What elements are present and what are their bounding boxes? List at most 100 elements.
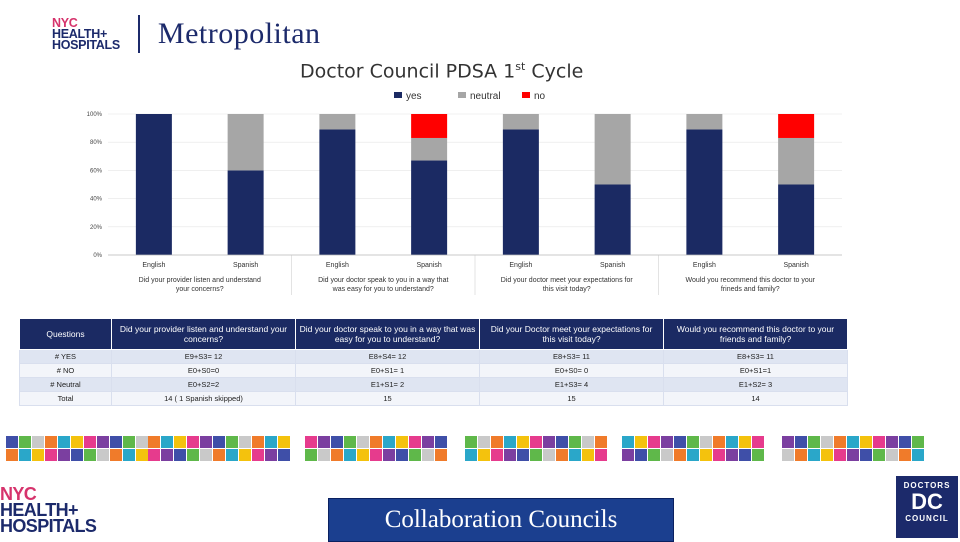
table-cell: E8+S3= 11	[479, 349, 664, 364]
slide-title: Doctor Council PDSA 1st Cycle	[300, 60, 583, 82]
color-tile	[860, 436, 872, 448]
bar-yes	[227, 170, 264, 255]
collaboration-councils-banner: Collaboration Councils	[328, 498, 674, 542]
color-tile	[726, 436, 738, 448]
color-tile	[465, 436, 477, 448]
color-tile	[886, 449, 898, 461]
color-tile	[674, 449, 686, 461]
color-tile	[148, 449, 160, 461]
color-tile	[808, 449, 820, 461]
color-tile	[821, 436, 833, 448]
color-tile	[860, 449, 872, 461]
color-tile	[318, 436, 330, 448]
color-tile	[582, 449, 594, 461]
x-tick-label: English	[509, 262, 532, 269]
color-tile	[357, 449, 369, 461]
bar-neutral	[502, 114, 539, 130]
color-tile	[383, 436, 395, 448]
color-tile	[713, 449, 725, 461]
color-tile	[912, 449, 924, 461]
bar-neutral	[778, 137, 815, 185]
legend-swatch-yes	[394, 92, 402, 98]
color-tile	[396, 436, 408, 448]
color-tile	[661, 449, 673, 461]
slide-title-tail: Cycle	[525, 60, 584, 83]
color-tile	[136, 449, 148, 461]
color-tile	[174, 436, 186, 448]
color-tile	[556, 436, 568, 448]
color-tile	[517, 436, 529, 448]
color-tile	[213, 449, 225, 461]
table-cell: E0+S0= 0	[479, 363, 664, 378]
x-tick-label: English	[142, 262, 165, 269]
color-tile	[795, 436, 807, 448]
color-tile	[239, 436, 251, 448]
color-tile	[834, 449, 846, 461]
color-tile	[45, 449, 57, 461]
color-tile	[739, 436, 751, 448]
color-tile	[19, 436, 31, 448]
footer-nyc-health-logo: NYC HEALTH+ HOSPITALS	[0, 484, 97, 536]
y-tick-label: 20%	[90, 225, 103, 231]
color-tile	[847, 436, 859, 448]
bar-neutral	[227, 114, 264, 171]
color-tile	[595, 449, 607, 461]
color-tile	[84, 449, 96, 461]
bar-yes	[686, 129, 723, 255]
color-tile	[123, 436, 135, 448]
logo-health-text: HEALTH+	[52, 26, 107, 41]
y-tick-label: 60%	[90, 168, 103, 174]
legend-label-neutral: neutral	[470, 91, 501, 102]
row-label: # Neutral	[19, 377, 112, 392]
bar-no	[411, 114, 448, 138]
color-tile	[252, 449, 264, 461]
slide-title-sup: st	[515, 60, 526, 73]
table-row: # Neutral E0+S2=2 E1+S1= 2 E1+S3= 4 E1+S…	[19, 377, 848, 392]
color-tile	[543, 449, 555, 461]
footer-logo-nyc-text: NYC	[0, 484, 37, 504]
legend-swatch-no	[522, 92, 530, 98]
row-label: Total	[19, 391, 112, 406]
color-tile	[478, 449, 490, 461]
color-tile	[556, 449, 568, 461]
color-tile	[278, 436, 290, 448]
legend-label-yes: yes	[406, 91, 422, 102]
results-table-wrap: Questions Did your provider listen and u…	[19, 318, 848, 406]
color-tile	[226, 436, 238, 448]
bar-yes	[502, 129, 539, 255]
table-cell: E1+S2= 3	[663, 377, 848, 392]
dc-logo-top-text: DOCTORS	[903, 481, 951, 490]
color-tile	[344, 449, 356, 461]
color-tile	[187, 449, 199, 461]
color-tile	[782, 436, 794, 448]
bar-yes	[411, 160, 448, 255]
color-tile	[161, 436, 173, 448]
color-tile	[661, 436, 673, 448]
color-tile	[409, 436, 421, 448]
color-tile	[305, 436, 317, 448]
color-tile	[700, 449, 712, 461]
hospital-name: Metropolitan	[157, 17, 321, 50]
dc-logo-bottom-text: COUNCIL	[905, 514, 949, 523]
color-tile	[422, 449, 434, 461]
color-tile	[899, 436, 911, 448]
group-question-label: frineds and family?	[721, 286, 780, 293]
color-tile	[873, 449, 885, 461]
color-tile	[331, 449, 343, 461]
color-tile	[635, 449, 647, 461]
bar-neutral	[411, 137, 448, 161]
color-tile	[504, 436, 516, 448]
group-question-label: Did your provider listen and understand	[139, 277, 261, 284]
color-tile	[84, 436, 96, 448]
table-cell: E9+S3= 12	[111, 349, 296, 364]
table-col-header: Did your doctor speak to you in a way th…	[295, 318, 480, 350]
color-tile	[409, 449, 421, 461]
color-tile	[32, 449, 44, 461]
footer-logo-hospitals-text: HOSPITALS	[0, 516, 97, 536]
color-tile	[635, 436, 647, 448]
color-strip-segment	[622, 436, 765, 462]
color-tile	[582, 436, 594, 448]
legend-label-no: no	[534, 91, 546, 102]
color-tile	[200, 449, 212, 461]
color-tile	[265, 449, 277, 461]
